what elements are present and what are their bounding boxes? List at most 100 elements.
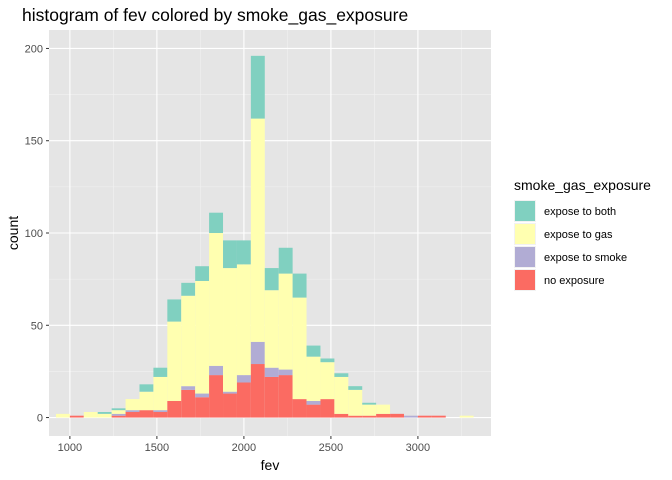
bar-segment bbox=[223, 240, 237, 269]
legend-label: expose to gas bbox=[544, 229, 613, 241]
y-tick-label: 0 bbox=[37, 413, 43, 425]
bar-segment bbox=[376, 404, 391, 414]
bar-segment bbox=[292, 399, 307, 418]
bar-segment bbox=[223, 391, 237, 394]
bar-segment bbox=[362, 415, 377, 418]
bar-segment bbox=[153, 367, 168, 377]
x-tick-label: 2000 bbox=[232, 442, 256, 454]
bar-segment bbox=[223, 268, 237, 392]
bar-segment bbox=[125, 410, 140, 413]
x-axis-title: fev bbox=[261, 457, 280, 473]
bar-segment bbox=[181, 295, 196, 387]
bar-segment bbox=[236, 375, 251, 383]
bar-segment bbox=[139, 391, 154, 411]
bar-segment bbox=[264, 376, 279, 418]
bar-segment bbox=[278, 375, 293, 418]
bar-segment bbox=[320, 362, 335, 400]
legend-swatch bbox=[515, 224, 535, 244]
bar-segment bbox=[278, 369, 293, 376]
bar-segment bbox=[236, 264, 251, 376]
x-axis: 1000 1500 2000 2500 3000 bbox=[58, 436, 430, 454]
legend-title: smoke_gas_exposure bbox=[514, 177, 651, 193]
bar-segment bbox=[362, 402, 377, 405]
bar-segment bbox=[362, 404, 377, 416]
bar-segment bbox=[111, 408, 126, 411]
bar-segment bbox=[320, 399, 335, 418]
bar-segment bbox=[125, 412, 140, 418]
bar-segment bbox=[195, 393, 210, 398]
bar-segment bbox=[278, 273, 293, 370]
bar-segment bbox=[111, 415, 126, 418]
bar-segment bbox=[167, 400, 182, 418]
bar-segment bbox=[348, 386, 363, 390]
bar-segment bbox=[334, 376, 349, 414]
legend-label: expose to both bbox=[544, 206, 616, 218]
bar-segment bbox=[209, 233, 224, 366]
x-tick-label: 1500 bbox=[145, 442, 169, 454]
x-tick-label: 3000 bbox=[406, 442, 430, 454]
bar-segment bbox=[431, 415, 446, 418]
bar-segment bbox=[417, 415, 432, 418]
bar-segment bbox=[334, 413, 349, 418]
legend-label: expose to smoke bbox=[544, 252, 627, 264]
legend-label: no exposure bbox=[544, 275, 605, 287]
bar-segment bbox=[97, 412, 112, 414]
bar-segment bbox=[264, 268, 279, 291]
legend: smoke_gas_exposure expose to bothexpose … bbox=[514, 177, 651, 291]
legend-items: expose to both expose to gas expose to smo… bbox=[514, 200, 627, 291]
x-tick-label: 1000 bbox=[58, 442, 82, 454]
bar-segment bbox=[153, 410, 168, 413]
legend-swatch bbox=[515, 201, 535, 221]
y-tick-label: 50 bbox=[31, 320, 43, 332]
bar-segment bbox=[55, 413, 70, 418]
y-tick-label: 200 bbox=[25, 43, 43, 55]
bar-segment bbox=[209, 365, 224, 376]
legend-swatch bbox=[515, 247, 535, 267]
bar-segment bbox=[306, 356, 321, 401]
bar-segment bbox=[250, 55, 265, 119]
y-tick-label: 150 bbox=[25, 136, 43, 148]
legend-swatch bbox=[515, 270, 535, 290]
bar-segment bbox=[376, 413, 391, 418]
bar-segment bbox=[236, 382, 251, 418]
bar-segment bbox=[153, 376, 168, 411]
bar-segment bbox=[139, 410, 154, 418]
bar-segment bbox=[320, 358, 335, 363]
bar-segment bbox=[264, 290, 279, 368]
histogram-bars bbox=[55, 55, 474, 418]
bar-segment bbox=[97, 413, 112, 418]
bar-segment bbox=[236, 240, 251, 265]
bar-segment bbox=[390, 413, 404, 418]
bar-segment bbox=[348, 389, 363, 416]
bar-segment bbox=[306, 404, 321, 418]
bar-segment bbox=[167, 299, 182, 322]
bar-segment bbox=[209, 212, 224, 233]
bar-segment bbox=[181, 386, 196, 390]
bar-segment bbox=[111, 410, 126, 414]
y-axis: 0 50 100 150 200 bbox=[25, 43, 49, 425]
bar-segment bbox=[250, 341, 265, 365]
bar-segment bbox=[278, 247, 293, 274]
bar-segment bbox=[348, 415, 363, 418]
bar-segment bbox=[195, 266, 210, 281]
bar-segment bbox=[167, 321, 182, 401]
bar-segment bbox=[83, 412, 98, 418]
bar-segment bbox=[209, 375, 224, 418]
bar-segment bbox=[195, 280, 210, 394]
bar-segment bbox=[292, 273, 307, 298]
bar-segment bbox=[223, 393, 237, 418]
bar-segment bbox=[306, 345, 321, 357]
bar-segment bbox=[264, 367, 279, 377]
chart-title: histogram of fev colored by smoke_gas_ex… bbox=[22, 5, 408, 26]
bar-segment bbox=[111, 413, 126, 416]
bar-segment bbox=[306, 400, 321, 405]
bar-segment bbox=[250, 364, 265, 418]
bar-segment bbox=[334, 373, 349, 377]
bar-segment bbox=[181, 282, 196, 296]
x-tick-label: 2500 bbox=[319, 442, 343, 454]
bar-segment bbox=[250, 118, 265, 342]
bar-segment bbox=[69, 415, 84, 418]
y-tick-label: 100 bbox=[25, 228, 43, 240]
bar-segment bbox=[139, 384, 154, 392]
